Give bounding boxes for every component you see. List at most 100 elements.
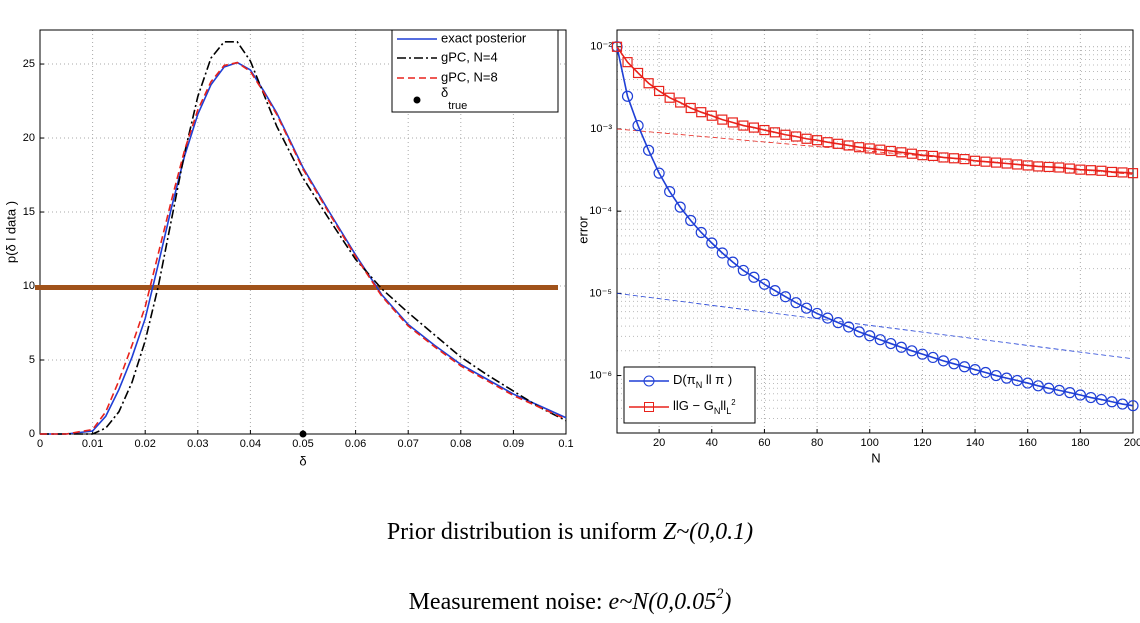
marker [1127,400,1139,412]
marker [632,67,644,79]
y-tick-label: 10⁻⁴ [589,205,612,217]
series-line [40,41,567,435]
caption: Prior distribution is uniform Z~(0,0.1) [387,519,753,545]
text-part: δ [441,85,448,100]
marker [685,214,697,227]
x-tick-label: 120 [913,437,931,449]
text-part: true [448,100,467,112]
x-tick-label: 60 [758,437,770,449]
y-axis-label: error [575,216,590,244]
text-part: ll [720,398,726,413]
marker [1022,377,1034,389]
x-tick-label: 100 [861,437,879,449]
text-part: 2 [716,586,723,602]
y-tick-label: 0 [29,428,35,440]
marker [706,110,717,121]
text-part: Z~(0,0.1) [663,519,753,545]
x-tick-label: 0.06 [345,438,366,450]
legend: D(πN ll π ) llG − GNllL2 [623,366,756,424]
marker [948,153,960,164]
guide-line [616,292,1134,360]
x-tick-label: 200 [1124,437,1140,449]
marker [716,247,728,259]
text-part: 2 [731,398,735,407]
marker [1033,161,1044,172]
marker [1074,389,1086,401]
marker [853,326,865,338]
marker [758,278,771,290]
text-part: N [696,380,703,390]
marker [769,285,781,297]
marker [917,150,928,161]
marker [896,147,907,158]
chart: 20 40 60 80 100 120 140 160 180 200 10⁻⁶ 10⁻⁵ 10⁻⁴ 10… [589,29,1140,449]
legend-label: exact posterior [441,30,527,45]
marker [727,256,739,268]
guide-line [616,128,1134,175]
marker [800,302,813,314]
marker [811,135,823,146]
x-tick-label: 0.05 [292,438,313,450]
legend-label: llG − GNllL2 [673,398,736,417]
marker [1012,159,1023,170]
marker [927,150,939,162]
marker [948,358,960,370]
marker [1095,393,1108,406]
y-tick-label: 20 [23,132,35,144]
marker [843,321,855,333]
x-tick-label: 160 [1019,437,1037,449]
point [299,430,307,438]
marker [622,57,633,68]
series-line [616,46,1134,407]
marker [769,127,781,138]
marker [990,369,1002,382]
marker [906,148,917,159]
legend-label: gPC, N=4 [441,49,498,64]
x-tick-label: 140 [966,437,984,449]
marker [1085,165,1096,176]
marker [1116,398,1129,410]
marker [621,90,634,102]
marker [653,167,665,179]
marker [695,226,707,239]
legend-label: D(πN ll π ) [673,372,732,390]
marker [937,355,950,367]
x-tick-label: 180 [1071,437,1089,449]
marker [1022,160,1033,171]
marker [1064,387,1076,399]
plot-frame [616,29,1134,434]
marker [1075,164,1086,175]
marker [1127,168,1139,179]
text-part: llG − G [673,398,714,413]
marker [654,85,665,97]
text-part: e~N(0,0.05 [609,589,717,615]
y-tick-label: 10⁻² [590,41,612,53]
marker [1043,161,1054,173]
y-axis-label: p(δ l data ) [3,201,18,263]
y-tick-label: 10 [23,280,35,292]
marker [706,237,718,249]
x-axis-label: δ [299,453,306,468]
marker [1011,374,1023,387]
caption: Measurement noise: e~N(0,0.052) [409,586,732,614]
marker [938,152,949,163]
marker [790,131,802,142]
marker [895,341,907,353]
marker [1054,162,1065,173]
marker [822,312,834,324]
marker [969,364,981,376]
legend-marker [643,375,655,387]
marker [1032,380,1044,392]
marker [1085,391,1097,404]
x-tick-label: 0.03 [187,438,208,450]
x-tick-label: 0 [37,438,43,450]
text-part: Prior distribution is uniform [387,519,663,545]
marker [864,330,876,342]
marker [727,117,738,128]
marker [969,155,981,166]
x-tick-label: 0.04 [240,438,261,450]
marker [748,271,760,283]
marker [1001,372,1013,384]
